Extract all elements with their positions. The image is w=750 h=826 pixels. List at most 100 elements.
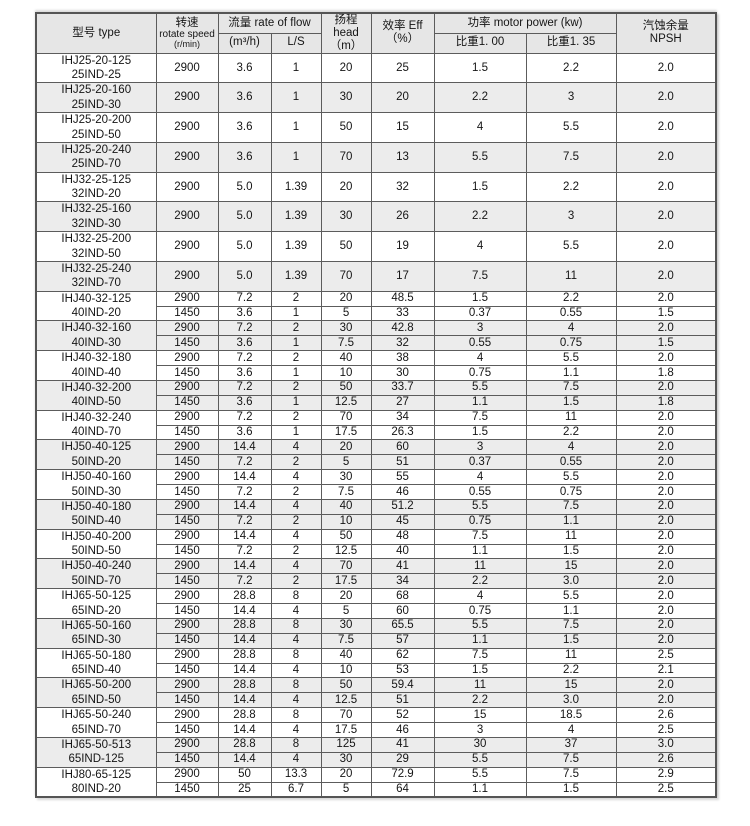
model-number: IHJ32-25-125: [61, 173, 132, 186]
cell-head: 40: [320, 647, 372, 664]
model-number: IHJ25-20-125: [61, 54, 132, 67]
cell-power-sg135: 7.5: [525, 766, 617, 783]
cell-rotate-speed: 2900: [155, 439, 219, 456]
model-cell: IHJ40-32-125 40IND-20: [35, 290, 157, 322]
cell-npsh: 3.0: [615, 736, 717, 753]
header-power-group: 功率 motor power (kw): [433, 12, 617, 34]
cell-flow-ls: 2: [270, 409, 322, 426]
model-code: 50IND-20: [71, 455, 121, 468]
header-flow-ls: L/S: [270, 32, 322, 54]
cell-rotate-speed: 2900: [155, 528, 219, 545]
cell-power-sg100: 4: [433, 231, 527, 262]
cell-eff: 15: [370, 112, 435, 143]
cell-power-sg135: 3.0: [525, 573, 617, 590]
model-code: 65IND-20: [71, 604, 121, 617]
cell-head: 7.5: [320, 335, 372, 352]
cell-head: 20: [320, 52, 372, 84]
cell-flow-ls: 2: [270, 543, 322, 560]
cell-flow-m3h: 3.6: [217, 424, 272, 441]
cell-npsh: 2.6: [615, 751, 717, 768]
cell-power-sg135: 7.5: [525, 141, 617, 173]
cell-npsh: 2.0: [615, 484, 717, 500]
cell-eff: 17: [370, 260, 435, 292]
cell-flow-m3h: 3.6: [217, 82, 272, 114]
cell-head: 50: [320, 677, 372, 694]
spec-row: 1450 7.2 2 12.5 40 1.1 1.5 2.0: [36, 543, 717, 560]
spec-row: IHJ25-20-125 25IND-25 2900 3.6 1 20 25 1.5 2.2 2.…: [35, 52, 717, 84]
cell-rotate-speed: 2900: [155, 82, 219, 114]
model-cell: IHJ65-50-180 65IND-40: [35, 647, 157, 679]
cell-flow-ls: 1: [270, 305, 322, 322]
cell-eff: 26.3: [370, 424, 435, 441]
cell-npsh: 2.0: [615, 320, 717, 337]
cell-eff: 60: [370, 603, 435, 619]
model-cell: IHJ50-40-200 50IND-50: [35, 528, 157, 560]
cell-power-sg100: 5.5: [433, 617, 527, 634]
spec-row: 1450 7.2 2 7.5 46 0.55 0.75 2.0: [36, 484, 717, 500]
cell-head: 30: [320, 751, 372, 768]
cell-power-sg135: 5.5: [525, 231, 617, 262]
cell-power-sg100: 4: [433, 112, 527, 143]
cell-npsh: 2.0: [615, 260, 717, 292]
cell-head: 20: [320, 290, 372, 307]
model-code: 65IND-70: [71, 723, 121, 736]
cell-rotate-speed: 2900: [155, 201, 219, 233]
cell-eff: 40: [370, 543, 435, 560]
cell-head: 70: [320, 707, 372, 723]
cell-power-sg100: 5.5: [433, 498, 527, 515]
cell-flow-m3h: 28.8: [217, 617, 272, 634]
model-cell: IHJ65-50-125 65IND-20: [35, 588, 157, 619]
model-number: IHJ65-50-125: [61, 590, 132, 603]
cell-power-sg135: 11: [525, 528, 617, 545]
model-number: IHJ40-32-125: [61, 292, 132, 305]
cell-flow-ls: 2: [270, 320, 322, 337]
model-code: 65IND-40: [71, 664, 121, 676]
cell-power-sg100: 0.75: [433, 365, 527, 381]
header-head-label: 扬程 head: [333, 14, 359, 39]
spec-row: 1450 7.2 2 10 45 0.75 1.1 2.0: [36, 513, 717, 530]
cell-flow-ls: 1: [270, 394, 322, 411]
cell-eff: 51.2: [370, 498, 435, 515]
cell-eff: 34: [370, 409, 435, 426]
cell-flow-m3h: 7.2: [217, 454, 272, 471]
cell-power-sg100: 30: [433, 736, 527, 753]
pump-spec-table: 型号 type 转速 rotate speed (r/min) 流量 rate …: [35, 12, 718, 799]
cell-power-sg135: 2.2: [525, 52, 617, 84]
model-code: 50IND-30: [71, 485, 121, 498]
spec-row: IHJ32-25-160 32IND-30 2900 5.0 1.39 30 26 2.2 3 2…: [35, 201, 717, 233]
cell-power-sg100: 4: [433, 469, 527, 485]
model-code: 25IND-30: [71, 98, 121, 111]
cell-power-sg135: 5.5: [525, 112, 617, 143]
model-number: IHJ50-40-200: [61, 530, 132, 543]
cell-power-sg135: 2.2: [525, 290, 617, 307]
cell-npsh: 2.0: [615, 231, 717, 262]
cell-flow-ls: 4: [270, 528, 322, 545]
cell-power-sg100: 0.37: [433, 305, 527, 322]
cell-npsh: 2.0: [615, 692, 717, 709]
header-type: 型号 type: [35, 12, 157, 54]
cell-eff: 41: [370, 736, 435, 753]
spec-row: IHJ40-32-180 40IND-40 2900 7.2 2 40 38 4 5.5 2.0: [35, 350, 717, 381]
cell-power-sg100: 3: [433, 320, 527, 337]
cell-head: 70: [320, 141, 372, 173]
cell-head: 40: [320, 350, 372, 366]
header-rotate-speed: 转速 rotate speed (r/min): [155, 12, 219, 54]
cell-npsh: 2.0: [615, 603, 717, 619]
cell-power-sg135: 37: [525, 736, 617, 753]
cell-head: 30: [320, 469, 372, 485]
cell-head: 70: [320, 260, 372, 292]
cell-npsh: 2.9: [615, 766, 717, 783]
cell-flow-ls: 1: [270, 335, 322, 352]
cell-power-sg100: 2.2: [433, 573, 527, 590]
cell-power-sg100: 1.1: [433, 632, 527, 649]
cell-eff: 65.5: [370, 617, 435, 634]
cell-eff: 38: [370, 350, 435, 366]
cell-eff: 41: [370, 558, 435, 575]
model-cell: IHJ25-20-200 25IND-50: [35, 112, 157, 143]
model-cell: IHJ40-32-240 40IND-70: [35, 409, 157, 441]
spec-row: 1450 7.2 2 17.5 34 2.2 3.0 2.0: [36, 573, 717, 590]
model-cell: IHJ40-32-160 40IND-30: [35, 320, 157, 352]
cell-flow-m3h: 14.4: [217, 722, 272, 738]
cell-flow-m3h: 7.2: [217, 379, 272, 396]
cell-npsh: 2.0: [615, 498, 717, 515]
